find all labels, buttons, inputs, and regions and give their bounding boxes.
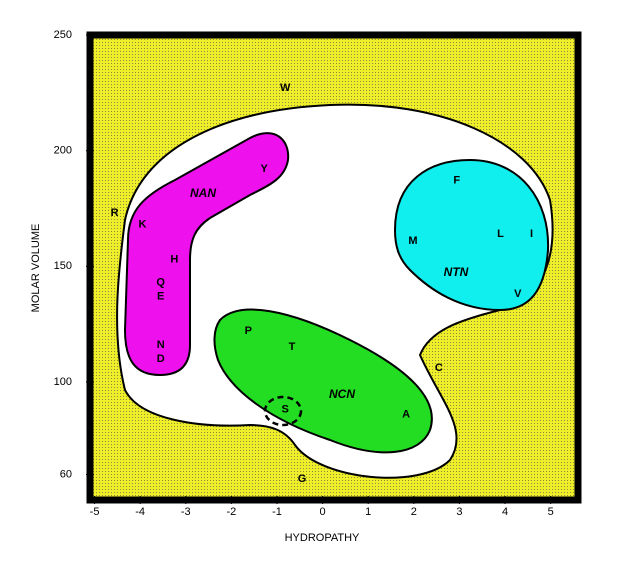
x-tick-label: -4 [135,506,145,518]
x-tick-label: -1 [272,506,282,518]
point-label: P [245,325,252,337]
x-tick-label: -2 [226,506,236,518]
y-tick-label: 200 [54,145,72,157]
point-label: R [111,207,119,219]
point-label: F [453,175,460,187]
x-tick-label: -3 [181,506,191,518]
point-label: C [435,362,443,374]
point-label: L [497,228,504,240]
point-label: W [280,82,291,94]
x-tick-label: 5 [548,506,554,518]
point-label: V [514,288,522,300]
y-tick-label: 60 [60,468,72,480]
point-label: E [157,290,164,302]
y-axis-label: MOLAR VOLUME [30,224,42,313]
x-tick-label: 3 [456,506,462,518]
x-tick-label: 4 [502,506,508,518]
point-label: Y [261,163,269,175]
ncn-region [213,308,433,454]
point-label: H [170,253,178,265]
point-label: K [138,219,146,231]
frame [86,31,582,504]
x-tick-label: 1 [365,506,371,518]
point-label: A [402,408,410,420]
s-outline [263,395,303,427]
point-label: S [282,404,289,416]
x-tick-label: -5 [90,506,100,518]
nan-region [123,132,290,377]
y-tick-label: 150 [54,260,72,272]
x-tick-label: 2 [411,506,417,518]
ntn-region [393,158,550,312]
point-label: G [298,473,307,485]
point-label: T [289,341,296,353]
region-label: NTN [444,265,469,279]
y-tick-label: 100 [54,376,72,388]
point-label: Q [156,276,165,288]
point-label: I [530,228,533,240]
x-tick-label: 0 [320,506,326,518]
region-label: NAN [190,186,216,200]
region-label: NCN [329,387,355,401]
point-label: D [157,353,165,365]
point-label: M [408,235,417,247]
x-axis-label: HYDROPATHY [285,532,360,544]
point-label: N [157,339,165,351]
y-tick-label: 250 [54,29,72,41]
